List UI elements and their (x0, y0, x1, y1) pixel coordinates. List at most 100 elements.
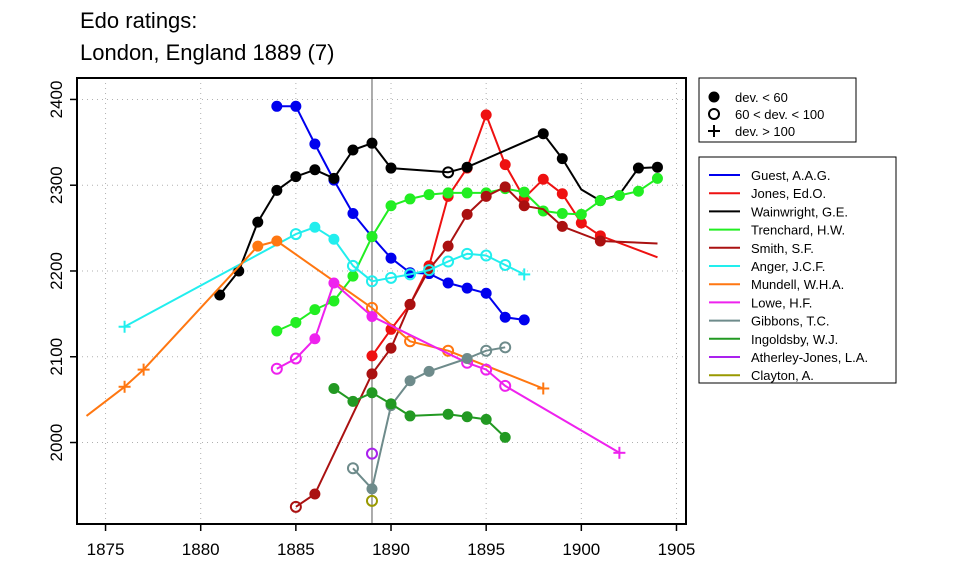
series-line (352, 346, 506, 490)
data-point-open (442, 255, 455, 268)
data-point-filled (461, 208, 473, 220)
data-point-filled (366, 231, 378, 243)
deviation-legend-label: 60 < dev. < 100 (735, 107, 824, 122)
chart-title: Edo ratings: (80, 8, 198, 33)
data-point-filled (290, 316, 302, 328)
data-point-filled (328, 382, 340, 394)
series-line (333, 387, 506, 439)
data-point-filled (328, 295, 340, 307)
data-point-filled (328, 233, 340, 245)
data-point-filled (347, 395, 359, 407)
series-smith-s-f (289, 181, 658, 513)
data-point-filled (461, 282, 473, 294)
data-point-open (270, 362, 283, 375)
legend-label: Lowe, H.F. (751, 295, 812, 310)
x-tick-label: 1880 (182, 540, 220, 559)
data-point-filled (271, 184, 283, 196)
data-point-filled (214, 289, 226, 301)
series-anger-j-c-f (118, 221, 531, 333)
data-point-filled (347, 144, 359, 156)
data-point-filled (651, 161, 663, 173)
data-point-open (289, 500, 302, 513)
data-point-filled (309, 164, 321, 176)
legend-label: Wainwright, G.E. (751, 204, 848, 219)
player-legend-box (698, 156, 897, 384)
data-point-filled (461, 411, 473, 423)
series-guest-a-a-g (271, 100, 530, 326)
y-tick-label: 2200 (47, 252, 66, 290)
data-point-open (708, 108, 720, 120)
data-point-filled (442, 408, 454, 420)
x-tick-label: 1895 (467, 540, 505, 559)
data-point-filled (461, 161, 473, 173)
data-point-filled (556, 220, 568, 232)
data-point-filled (442, 277, 454, 289)
data-point-filled (518, 186, 530, 198)
data-point-filled (499, 311, 511, 323)
data-point-filled (385, 252, 397, 264)
legend-label: Jones, Ed.O. (751, 186, 826, 201)
data-point-filled (537, 205, 549, 217)
data-point-filled (366, 137, 378, 149)
data-point-filled (271, 235, 283, 247)
data-point-open (365, 447, 378, 460)
data-point-filled (309, 221, 321, 233)
data-point-filled (461, 187, 473, 199)
data-point-filled (328, 172, 340, 184)
data-point-filled (328, 277, 340, 289)
data-point-filled (518, 200, 530, 212)
data-point-filled (518, 314, 530, 326)
legend-label: Mundell, W.H.A. (751, 277, 844, 292)
data-point-open (346, 462, 359, 475)
legend-label: Guest, A.A.G. (751, 168, 830, 183)
series-line (276, 282, 620, 454)
data-point-open (423, 264, 436, 277)
data-point-filled (461, 352, 473, 364)
x-tick-label: 1875 (87, 540, 125, 559)
data-point-open (480, 344, 493, 357)
chart-subtitle: London, England 1889 (7) (80, 40, 335, 65)
data-point-filled (556, 208, 568, 220)
data-point-filled (366, 310, 378, 322)
data-point-filled (309, 304, 321, 316)
y-tick-label: 2000 (47, 424, 66, 462)
data-point-filled (594, 235, 606, 247)
deviation-legend-label: dev. < 60 (735, 90, 788, 105)
data-point-filled (480, 109, 492, 121)
series-line (371, 113, 658, 357)
data-point-filled (404, 193, 416, 205)
data-point-filled (290, 100, 302, 112)
data-point-open (499, 379, 512, 392)
series-clayton-a (365, 494, 378, 507)
legend-label: Anger, J.C.F. (751, 259, 825, 274)
data-point-filled (423, 189, 435, 201)
x-tick-label: 1890 (372, 540, 410, 559)
data-point-filled (366, 483, 378, 495)
series-ingoldsby-w-j (328, 382, 511, 443)
legend-label: Ingoldsby, W.J. (751, 332, 838, 347)
data-point-filled (480, 287, 492, 299)
series-trenchard-h-w (271, 172, 663, 337)
data-point-filled (366, 368, 378, 380)
data-point-open (480, 363, 493, 376)
y-tick-label: 2400 (47, 81, 66, 119)
data-point-filled (537, 173, 549, 185)
data-point-open (499, 341, 512, 354)
series-line (85, 240, 544, 417)
y-tick-label: 2100 (47, 338, 66, 376)
data-point-filled (499, 159, 511, 171)
data-point-filled (252, 216, 264, 228)
x-tick-label: 1885 (277, 540, 315, 559)
data-point-open (442, 166, 455, 179)
data-point-filled (347, 270, 359, 282)
legend-label: Clayton, A. (751, 368, 814, 383)
data-point-filled (556, 153, 568, 165)
data-point-open (289, 352, 302, 365)
data-point-open (480, 249, 493, 262)
data-point-filled (271, 100, 283, 112)
data-point-filled (252, 240, 264, 252)
data-point-filled (556, 188, 568, 200)
data-point-filled (271, 325, 283, 337)
data-point-open (346, 259, 359, 272)
data-point-filled (499, 181, 511, 193)
